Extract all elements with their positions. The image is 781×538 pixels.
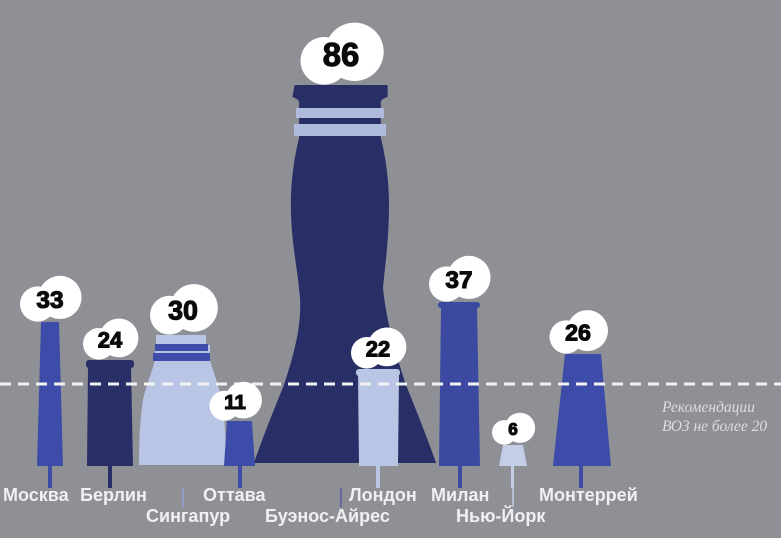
svg-text:11: 11 — [224, 391, 246, 414]
svg-text:Сингапур: Сингапур — [146, 506, 230, 526]
svg-text:Буэнос-Айрес: Буэнос-Айрес — [265, 506, 390, 526]
svg-text:Нью-Йорк: Нью-Йорк — [456, 505, 546, 526]
svg-text:6: 6 — [508, 420, 518, 439]
svg-text:Берлин: Берлин — [80, 485, 147, 505]
svg-text:Монтеррей: Монтеррей — [539, 485, 638, 505]
svg-text:Милан: Милан — [431, 485, 489, 505]
svg-text:30: 30 — [168, 296, 198, 326]
svg-text:37: 37 — [445, 267, 472, 294]
svg-text:Оттава: Оттава — [203, 485, 266, 505]
svg-text:Рекомендации: Рекомендации — [661, 399, 755, 416]
svg-text:ВОЗ не более 20: ВОЗ не более 20 — [662, 418, 767, 435]
svg-text:26: 26 — [565, 320, 591, 346]
svg-text:24: 24 — [98, 327, 123, 352]
svg-text:33: 33 — [36, 287, 63, 314]
svg-text:86: 86 — [323, 36, 360, 73]
svg-text:22: 22 — [366, 336, 390, 361]
svg-text:Москва: Москва — [3, 485, 70, 505]
svg-text:Лондон: Лондон — [349, 485, 417, 505]
